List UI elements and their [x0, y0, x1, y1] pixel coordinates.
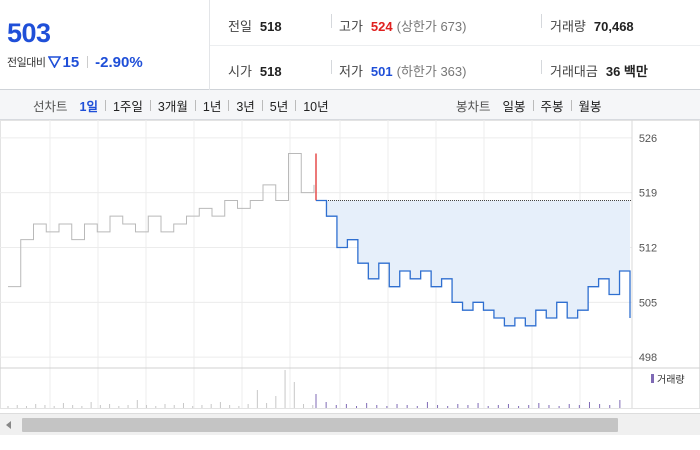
tab-separator [261, 99, 263, 111]
change-divider [87, 56, 89, 68]
prev-close-label: 전일 [228, 19, 252, 34]
volume-label: 거래량 [550, 19, 586, 34]
tab-separator [104, 99, 106, 111]
line-chart-title: 선차트 [33, 99, 68, 114]
stat-divider [331, 14, 332, 28]
today-series [316, 199, 631, 327]
stat-divider [331, 60, 332, 74]
high-label: 고가 [339, 19, 363, 34]
tab-separator [194, 99, 196, 111]
low-label: 저가 [339, 64, 363, 79]
scroll-left-arrow-icon[interactable] [3, 419, 15, 431]
stat-divider [541, 14, 542, 28]
open-label: 시가 [228, 64, 252, 79]
candle-chart-title: 봉차트 [456, 99, 491, 114]
tab-separator [532, 99, 534, 111]
stats-row-divider [210, 45, 700, 46]
line-chart-tab-2[interactable]: 3개월 [157, 99, 188, 114]
stat-prev-close: 전일 518 [228, 16, 282, 35]
line-chart-tab-3[interactable]: 1년 [202, 99, 222, 114]
candle-chart-tab-0[interactable]: 일봉 [502, 99, 526, 114]
volume-value: 70,468 [593, 19, 634, 34]
scrollbar-thumb[interactable] [22, 418, 618, 432]
line-chart-tab-4[interactable]: 3년 [236, 99, 255, 114]
prev-close-value: 518 [259, 19, 282, 34]
change-label: 전일대비 [7, 57, 46, 69]
high-value: 524 [370, 19, 393, 34]
chart-period-tabs: 선차트 1일 1주일 3개월 1년 3년 5년 10년 봉차트 일봉 주봉 월봉 [0, 90, 700, 120]
line-chart-tab-6[interactable]: 10년 [303, 99, 329, 114]
tab-separator [149, 99, 151, 111]
line-chart-tab-5[interactable]: 5년 [269, 99, 289, 114]
current-price-box: 503 전일대비 15 -2.90% [0, 0, 210, 90]
tab-separator [295, 99, 297, 111]
candle-chart-tab-1[interactable]: 주봉 [540, 99, 564, 114]
stat-divider [541, 60, 542, 74]
line-chart-tab-1[interactable]: 1주일 [112, 99, 143, 114]
tab-separator [228, 99, 230, 111]
volume-legend: 거래량 [651, 371, 685, 386]
y-tick-label: 505 [639, 297, 657, 309]
bottom-spacer [0, 435, 700, 450]
stat-low: 저가 501 (하한가 363) [339, 61, 466, 80]
quote-header: 503 전일대비 15 -2.90% 전일 518 고가 524 (상한가 67… [0, 0, 700, 90]
stat-high: 고가 524 (상한가 673) [339, 16, 466, 35]
volume-legend-label: 거래량 [657, 375, 685, 386]
current-price: 503 [7, 18, 51, 48]
low-value: 501 [370, 64, 393, 79]
price-chart-area: 526 519 512 505 498 거래량 [0, 120, 700, 450]
tab-separator [570, 99, 572, 111]
amount-value: 36 백만 [605, 64, 648, 79]
lower-limit: (하한가 363) [396, 64, 467, 79]
change-row: 전일대비 15 -2.90% [7, 53, 143, 71]
amount-label: 거래대금 [550, 64, 598, 79]
down-triangle-icon [48, 56, 62, 68]
candle-chart-tab-2[interactable]: 월봉 [578, 99, 602, 114]
y-tick-label: 519 [639, 188, 657, 200]
y-tick-label: 512 [639, 243, 657, 255]
change-amount: 15 [62, 53, 80, 71]
stat-amount: 거래대금 36 백만 [550, 61, 648, 80]
previous-day-series [8, 153, 315, 288]
y-tick-label: 498 [639, 352, 657, 364]
upper-limit: (상한가 673) [396, 19, 467, 34]
line-chart-tab-0[interactable]: 1일 [79, 99, 98, 114]
today-fill-area [316, 200, 630, 326]
y-tick-label: 526 [639, 133, 657, 145]
stat-open: 시가 518 [228, 61, 282, 80]
volume-legend-swatch [651, 374, 654, 383]
line-chart-tabs: 선차트 1일 1주일 3개월 1년 3년 5년 10년 [33, 90, 329, 120]
change-rate: -2.90% [95, 53, 143, 71]
price-chart: 526 519 512 505 498 [0, 120, 700, 409]
candle-chart-tabs: 봉차트 일봉 주봉 월봉 [456, 90, 602, 120]
open-value: 518 [259, 64, 282, 79]
stat-volume: 거래량 70,468 [550, 16, 634, 35]
chart-scrollbar[interactable] [0, 413, 700, 435]
